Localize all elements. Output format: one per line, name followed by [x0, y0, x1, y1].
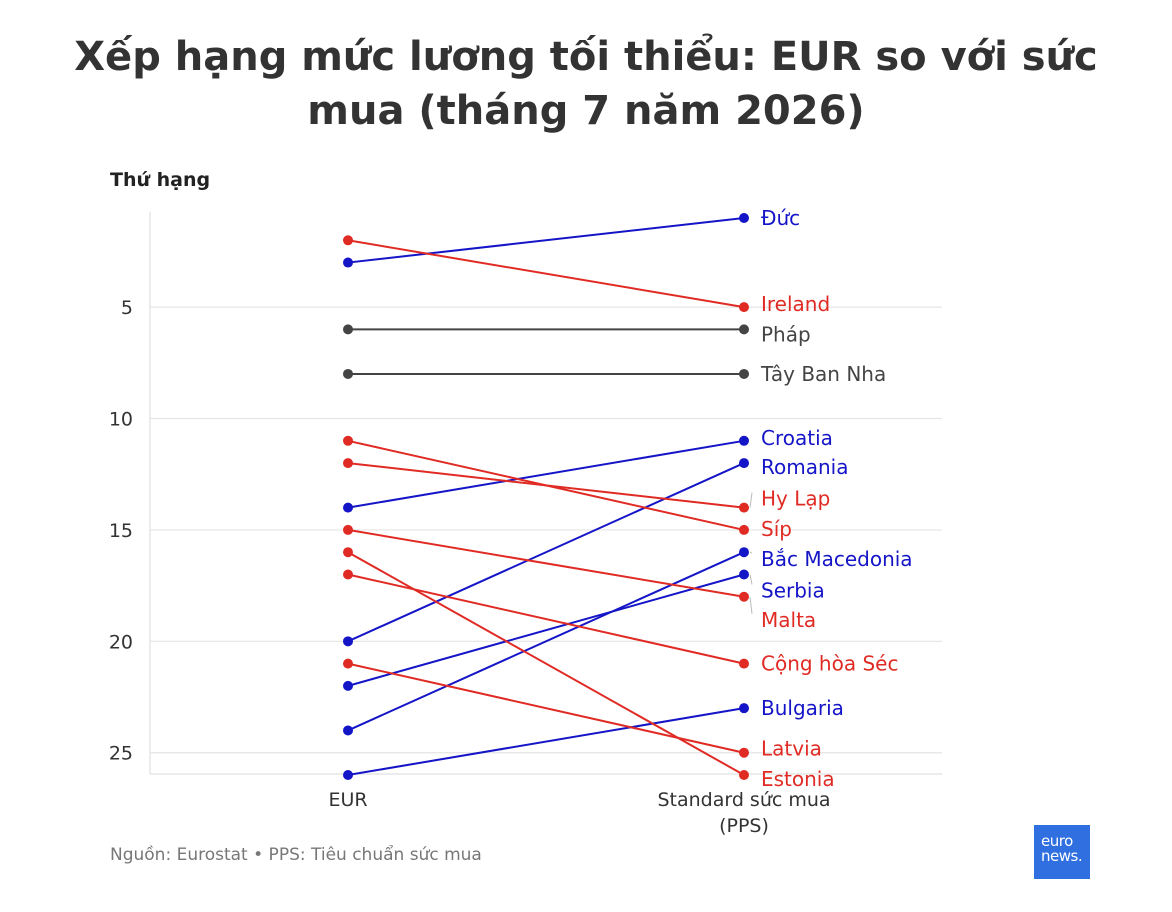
series-line — [347, 707, 745, 776]
series-label: Đức — [761, 206, 800, 230]
series-label: Estonia — [761, 767, 835, 791]
y-axis-title: Thứ hạng — [110, 169, 210, 191]
data-point — [739, 658, 749, 669]
y-tick-label: 20 — [109, 631, 133, 653]
logo-line2: news. — [1041, 847, 1083, 865]
source-note: Nguồn: Eurostat • PPS: Tiêu chuẩn sức mu… — [110, 845, 482, 865]
data-point — [739, 302, 749, 313]
data-point — [343, 569, 353, 580]
x-category-label: EUR — [328, 789, 367, 811]
data-point — [739, 502, 749, 513]
series-line — [347, 239, 745, 309]
data-point — [739, 524, 749, 535]
series-line — [347, 462, 745, 643]
x-category-label: Standard sức mua — [657, 789, 830, 811]
data-point — [343, 502, 353, 513]
data-point — [343, 680, 353, 691]
data-point — [739, 458, 749, 469]
series-line — [347, 551, 745, 776]
series-label: Malta — [761, 608, 816, 632]
series-label: Síp — [761, 517, 792, 541]
series-label: Cộng hòa Séc — [761, 652, 898, 676]
series-label: Hy Lạp — [761, 487, 830, 511]
data-point — [343, 524, 353, 535]
data-point — [343, 368, 353, 379]
data-point — [343, 257, 353, 268]
series-label: Bulgaria — [761, 696, 844, 720]
data-point — [343, 547, 353, 558]
series-line — [347, 573, 745, 665]
series-line — [347, 662, 745, 754]
label-connector — [749, 551, 753, 554]
label-connector — [749, 596, 753, 614]
series-label: Bắc Macedonia — [761, 547, 913, 571]
data-point — [739, 368, 749, 379]
y-tick-label: 15 — [109, 520, 133, 542]
data-point — [739, 703, 749, 714]
series-line — [347, 439, 745, 509]
series-label: Croatia — [761, 426, 833, 450]
data-point — [343, 658, 353, 669]
data-point — [343, 725, 353, 736]
series-label: Tây Ban Nha — [760, 362, 886, 386]
label-connector — [749, 574, 753, 585]
series-label: Latvia — [761, 737, 822, 761]
data-point — [739, 324, 749, 335]
x-category-label: (PPS) — [719, 815, 769, 837]
data-point — [343, 435, 353, 446]
y-tick-label: 5 — [121, 297, 133, 319]
label-connector — [749, 492, 753, 508]
series-line — [347, 217, 745, 264]
data-point — [343, 770, 353, 780]
series-line — [347, 551, 745, 732]
data-point — [739, 547, 749, 558]
y-tick-label: 25 — [109, 743, 133, 765]
data-point — [739, 213, 749, 223]
data-point — [739, 569, 749, 580]
series-line — [347, 439, 745, 531]
data-point — [739, 591, 749, 602]
chart-title: Xếp hạng mức lương tối thiểu: EUR so với… — [74, 34, 1098, 134]
series-label: Romania — [761, 455, 848, 479]
data-point — [343, 324, 353, 335]
data-point — [739, 435, 749, 446]
series-line — [347, 528, 745, 598]
data-point — [343, 235, 353, 246]
data-point — [343, 636, 353, 647]
data-point — [739, 770, 749, 780]
data-point — [343, 458, 353, 469]
logo-line1: euro — [1041, 832, 1073, 850]
series-label: Ireland — [761, 292, 830, 316]
euronews-logo: euro news. — [1034, 825, 1090, 879]
y-tick-label: 10 — [109, 409, 133, 431]
series-line — [347, 573, 745, 687]
data-point — [739, 747, 749, 758]
series-label: Serbia — [761, 578, 825, 602]
series-label: Pháp — [761, 322, 811, 346]
